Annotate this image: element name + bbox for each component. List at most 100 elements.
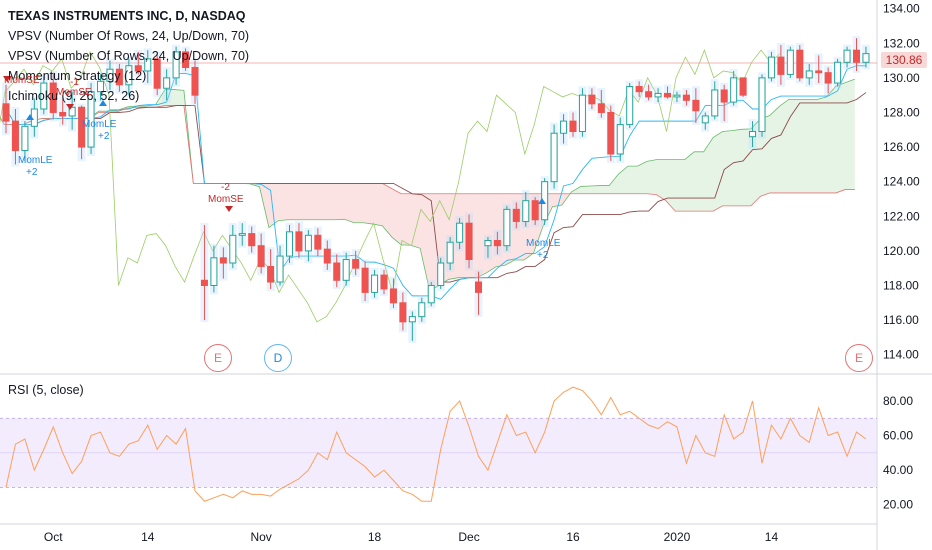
candle-body (654, 92, 662, 98)
candle-body (569, 120, 577, 132)
candle-body (843, 49, 851, 63)
signal-label: +2 (98, 131, 110, 142)
ichimoku-cloud (646, 159, 657, 195)
candle-body (531, 200, 539, 221)
signal-label: -1 (70, 77, 79, 88)
legend-ichimoku[interactable]: Ichimoku (9, 26, 52, 26) (8, 89, 140, 103)
candle-body (616, 124, 624, 155)
ichimoku-cloud (420, 193, 430, 291)
signal-arrow (3, 76, 11, 82)
rsi-tick-label: 60.00 (883, 429, 913, 443)
ichimoku-kijun-line (5, 92, 867, 283)
ichimoku-cloud (476, 193, 487, 278)
rsi-title[interactable]: RSI (5, close) (8, 383, 84, 397)
ichimoku-cloud (599, 185, 610, 194)
ichimoku-cloud (788, 99, 799, 193)
candle-body (493, 240, 501, 247)
time-tick-label: 14 (141, 530, 155, 544)
ichimoku-cloud (335, 183, 345, 220)
ichimoku-cloud (637, 161, 647, 194)
time-tick-label: 16 (566, 530, 580, 544)
signal-arrow (26, 114, 34, 120)
candle-body (777, 56, 785, 75)
ichimoku-cloud (817, 96, 827, 193)
price-tick-label: 130.00 (883, 71, 920, 85)
candle-body (862, 53, 870, 63)
candle-body (125, 65, 133, 86)
candle-body (408, 316, 416, 323)
signal-label: +2 (26, 167, 38, 178)
signal-label: MomLE (526, 238, 561, 249)
candle-body (503, 208, 511, 247)
ichimoku-cloud (306, 183, 317, 220)
candle-body (267, 265, 275, 283)
candle-body (314, 234, 322, 250)
signal-arrow (538, 198, 546, 204)
legend-vpsv-2[interactable]: VPSV (Number Of Rows, 24, Up/Down, 70) (8, 49, 250, 63)
ichimoku-cloud (628, 166, 638, 194)
candle-body (824, 72, 832, 84)
ichimoku-cloud (363, 183, 373, 225)
earnings-event-marker[interactable]: E (845, 344, 873, 372)
candle-body (342, 259, 350, 281)
candle-body (418, 302, 426, 318)
candle-body (749, 130, 757, 138)
candle-body (701, 115, 709, 124)
candle-body (257, 245, 265, 267)
candle-body (588, 94, 596, 105)
ichimoku-cloud (845, 79, 855, 190)
rsi-tick-label: 40.00 (883, 463, 913, 477)
ichimoku-cloud (618, 166, 629, 194)
candle-body (2, 103, 10, 122)
ichimoku-chikou-line (0, 49, 781, 323)
ichimoku-cloud (732, 129, 742, 206)
ichimoku-cloud (750, 118, 761, 206)
signal-arrow (66, 104, 74, 110)
ichimoku-cloud (401, 193, 411, 246)
legend-momentum[interactable]: Momentum Strategy (12) (8, 69, 147, 83)
signal-arrow (99, 100, 107, 106)
candle-body (446, 241, 454, 264)
candle-body (805, 70, 813, 79)
ichimoku-cloud (779, 99, 789, 193)
candle-body (578, 94, 586, 132)
candle-body (87, 91, 95, 148)
candle-body (389, 288, 397, 304)
ichimoku-cloud (316, 183, 326, 220)
signal-label: +2 (537, 250, 549, 261)
symbol-title[interactable]: TEXAS INSTRUMENTS INC, D, NASDAQ (8, 9, 246, 23)
candle-body (238, 233, 246, 236)
candle-body (834, 61, 842, 84)
candle-body (720, 89, 728, 103)
candle-body (276, 255, 284, 283)
candle-body (512, 208, 520, 222)
candle-body (304, 234, 312, 252)
ichimoku-cloud (760, 115, 770, 197)
ichimoku-cloud (826, 86, 836, 193)
candle-body (437, 262, 445, 286)
candle-body (475, 281, 482, 293)
earnings-event-marker[interactable]: E (204, 344, 232, 372)
legend-vpsv-1[interactable]: VPSV (Number Of Rows, 24, Up/Down, 70) (8, 29, 250, 43)
time-tick-label: Nov (250, 530, 271, 544)
price-tick-label: 128.00 (883, 105, 920, 119)
ichimoku-cloud (798, 99, 808, 193)
candle-body (692, 99, 700, 112)
dividend-event-marker[interactable]: D (264, 344, 292, 372)
price-tick-label: 132.00 (883, 36, 920, 50)
rsi-tick-label: 80.00 (883, 394, 913, 408)
candle-body (210, 257, 218, 286)
time-tick-label: Oct (44, 530, 63, 544)
ichimoku-cloud (495, 193, 506, 267)
candle-body (153, 58, 161, 89)
candle-body (607, 111, 615, 155)
candle-body (626, 86, 634, 126)
ichimoku-cloud (391, 188, 402, 245)
ichimoku-cloud (694, 151, 704, 212)
ichimoku-span-b (0, 105, 855, 212)
ichimoku-cloud (580, 186, 591, 194)
ichimoku-cloud (410, 193, 421, 249)
candle-body (739, 77, 747, 96)
ichimoku-cloud (722, 130, 732, 206)
